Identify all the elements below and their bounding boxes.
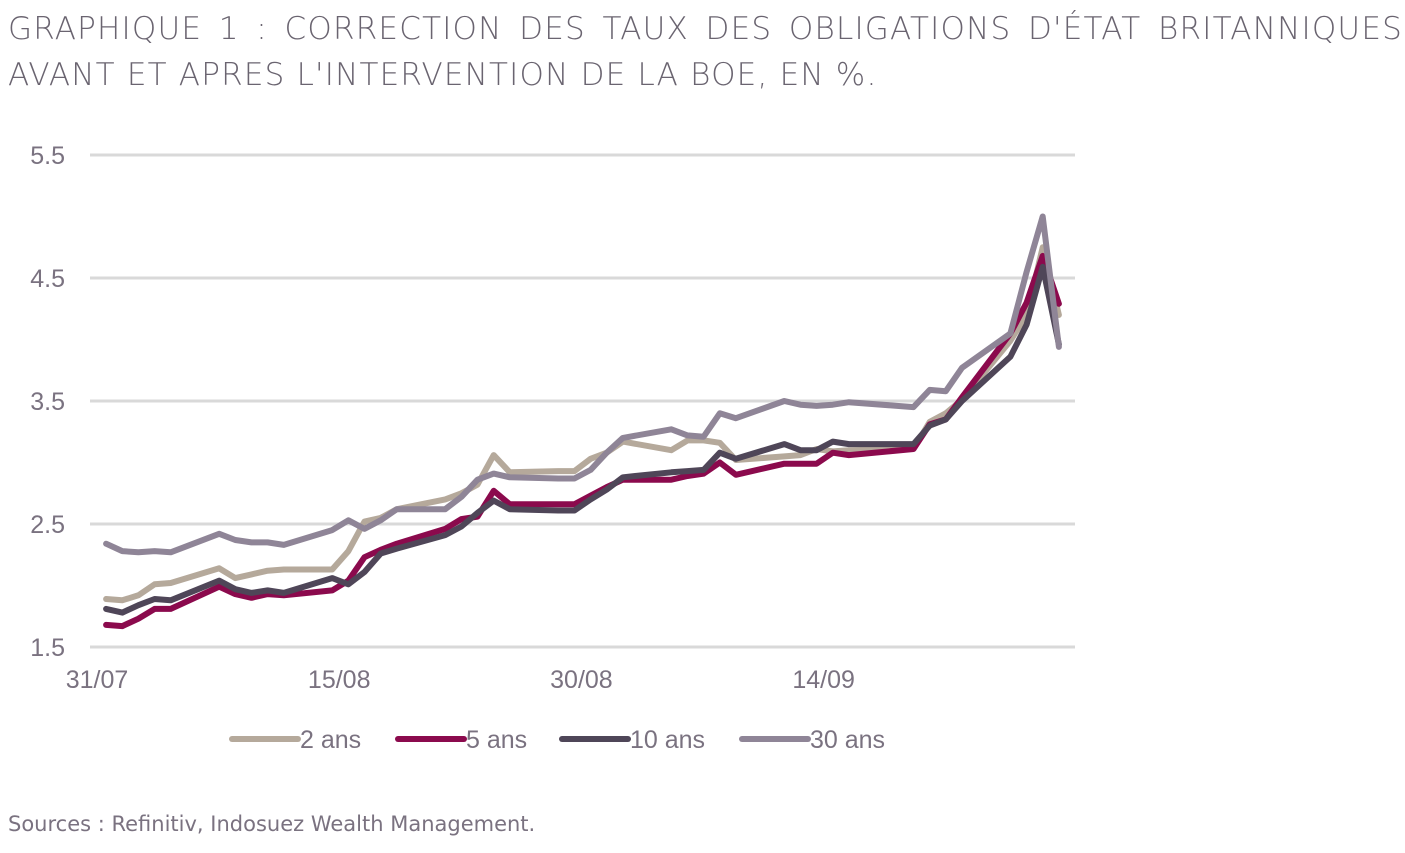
line-chart: 1.5 2.5 3.5 4.5 5.5 31/07 15/08 30/08 14/09 2 a… [30,142,1075,754]
chart-title: GRAPHIQUE 1 : CORRECTION DES TAUX DES OB… [8,6,1403,98]
series-line-2-ans [103,244,1062,604]
legend-label: 5 ans [466,726,527,754]
x-tick-label: 30/08 [550,666,613,694]
y-tick-label: 5.5 [30,142,65,170]
y-tick-label: 2.5 [30,511,65,539]
x-tick-label: 14/09 [792,666,855,694]
legend-label: 2 ans [300,726,361,754]
chart-title-line-1: GRAPHIQUE 1 : CORRECTION DES TAUX DES OB… [8,11,1403,47]
y-tick-label: 4.5 [30,265,65,293]
series-line-30-ans [103,213,1062,556]
legend-label: 30 ans [810,726,885,754]
series-line-10-ans [103,263,1062,616]
x-tick-label: 15/08 [308,666,371,694]
gridlines [90,153,1075,649]
series-lines [103,213,1062,630]
legend: 2 ans 5 ans 10 ans 30 ans [229,726,885,754]
y-tick-label: 1.5 [30,634,65,662]
series-line-5-ans [103,252,1062,630]
y-axis-tick-labels: 1.5 2.5 3.5 4.5 5.5 [30,142,65,662]
x-tick-label: 31/07 [66,666,129,694]
x-axis-tick-labels: 31/07 15/08 30/08 14/09 [66,666,855,694]
source-note: Sources : Refinitiv, Indosuez Wealth Man… [8,812,536,836]
legend-label: 10 ans [630,726,705,754]
chart-title-line-2: AVANT ET APRES L'INTERVENTION DE LA BOE,… [8,57,878,93]
y-tick-label: 3.5 [30,388,65,416]
